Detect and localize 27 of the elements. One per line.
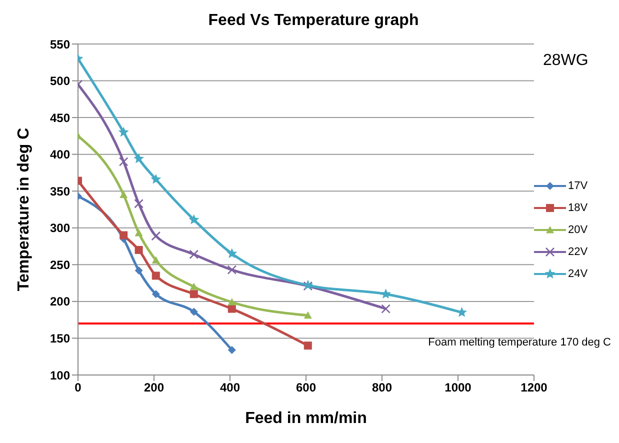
x-tick-label: 200 bbox=[144, 380, 164, 395]
legend-label: 24V bbox=[568, 268, 588, 280]
chart-title: Feed Vs Temperature graph bbox=[207, 11, 420, 31]
legend-label: 22V bbox=[568, 246, 588, 258]
y-tick-label: 400 bbox=[50, 148, 70, 162]
y-tick-label: 100 bbox=[50, 368, 70, 382]
text: 28WG bbox=[543, 52, 588, 70]
y-tick-label: 450 bbox=[50, 110, 70, 125]
y-tick-label: 250 bbox=[50, 258, 70, 272]
legend-label: 20V bbox=[568, 224, 588, 236]
y-tick-label: 500 bbox=[50, 74, 70, 88]
legend-label: 17V bbox=[568, 180, 588, 192]
x-tick-label: 1200 bbox=[520, 380, 548, 395]
x-tick-label: 800 bbox=[372, 380, 392, 395]
x-tick-label: 600 bbox=[296, 380, 316, 395]
y-tick-label: 300 bbox=[50, 221, 70, 236]
ref-line-label: Foam melting temperature 170 deg C bbox=[428, 336, 612, 349]
y-tick-label: 150 bbox=[50, 331, 70, 346]
y-tick-label: 200 bbox=[50, 294, 70, 309]
x-tick-label: 400 bbox=[220, 380, 240, 395]
x-tick-label: 1000 bbox=[444, 380, 472, 395]
y-tick-label: 350 bbox=[50, 184, 70, 198]
y-tick-label: 550 bbox=[50, 37, 70, 52]
y-axis-title: Temperature in deg C bbox=[16, 127, 33, 292]
x-tick-label: 0 bbox=[74, 380, 82, 395]
legend-label: 18V bbox=[568, 202, 588, 214]
x-axis-title: Feed in mm/min bbox=[245, 410, 367, 427]
